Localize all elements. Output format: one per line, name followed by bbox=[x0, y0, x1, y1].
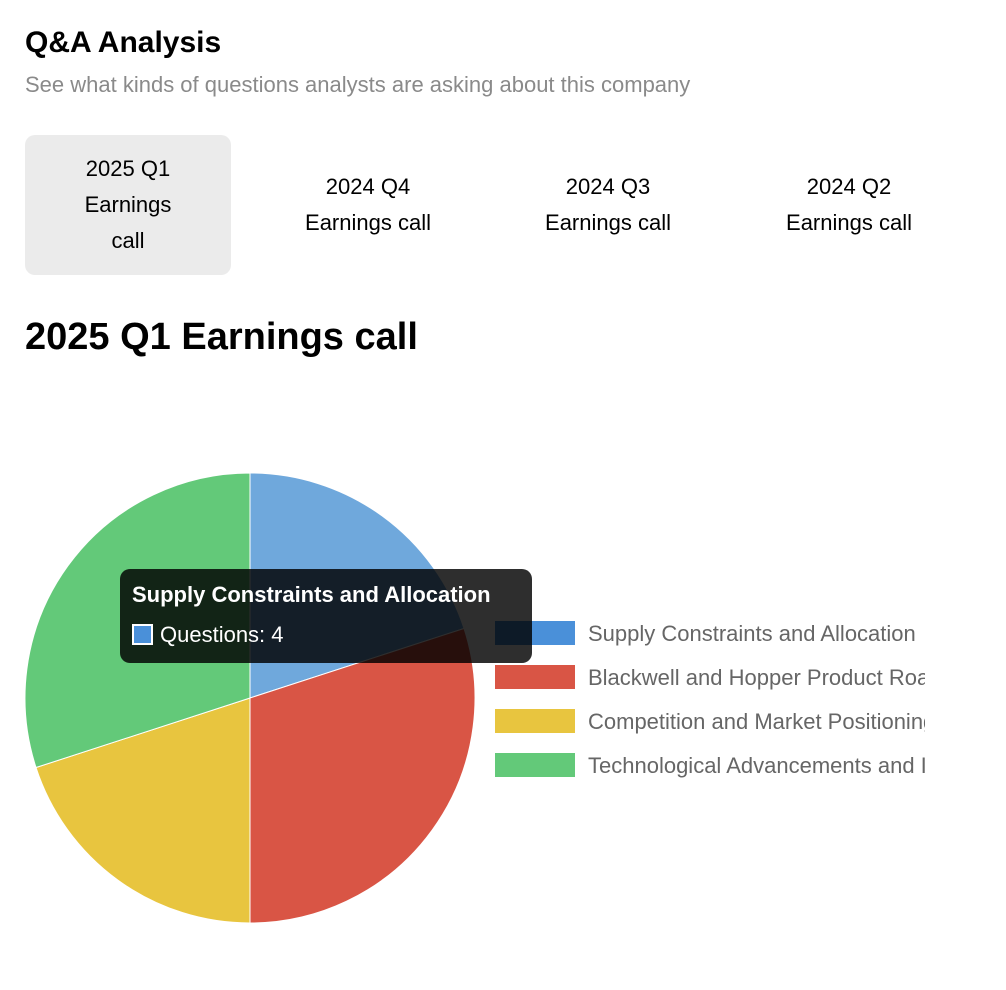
legend-label[interactable]: Technological Advancements and Innovatio… bbox=[588, 753, 1006, 778]
tab-2025-q1[interactable]: 2025 Q1 Earnings call bbox=[25, 135, 231, 275]
legend-swatch[interactable] bbox=[495, 665, 575, 689]
section-title: 2025 Q1 Earnings call bbox=[25, 316, 418, 358]
tooltip-title: Supply Constraints and Allocation bbox=[132, 582, 491, 607]
pie-slice[interactable] bbox=[249, 627, 476, 924]
tab-label: 2024 Q2 Earnings call bbox=[786, 174, 912, 235]
tab-label: 2024 Q3 Earnings call bbox=[545, 174, 671, 235]
page-title: Q&A Analysis bbox=[25, 26, 222, 59]
tab-2024-q3[interactable]: 2024 Q3 Earnings call bbox=[505, 135, 711, 275]
legend-swatch[interactable] bbox=[495, 709, 575, 733]
tab-2024-q4[interactable]: 2024 Q4 Earnings call bbox=[265, 135, 471, 275]
tab-label: 2025 Q1 Earnings call bbox=[84, 156, 172, 253]
tooltip-value: Questions: 4 bbox=[160, 622, 284, 647]
pie-slice[interactable] bbox=[35, 697, 251, 924]
legend-swatch[interactable] bbox=[495, 753, 575, 777]
tab-label: 2024 Q4 Earnings call bbox=[305, 174, 431, 235]
pie-chart: Supply Constraints and Allocation Blackwe… bbox=[24, 472, 1006, 924]
legend-label[interactable]: Competition and Market Positioning bbox=[588, 709, 935, 734]
legend-label[interactable]: Supply Constraints and Allocation bbox=[588, 621, 916, 646]
tooltip-color-swatch bbox=[132, 624, 153, 645]
tab-2024-q2[interactable]: 2024 Q2 Earnings call bbox=[746, 135, 952, 275]
legend-label[interactable]: Blackwell and Hopper Product Roadmap bbox=[588, 665, 984, 690]
earnings-call-tabs: 2025 Q1 Earnings call 2024 Q4 Earnings c… bbox=[25, 135, 985, 275]
chart-tooltip: Supply Constraints and Allocation Questi… bbox=[120, 569, 532, 663]
page-subtitle: See what kinds of questions analysts are… bbox=[25, 72, 691, 97]
chart-legend: Supply Constraints and Allocation Blackwe… bbox=[495, 621, 1006, 778]
